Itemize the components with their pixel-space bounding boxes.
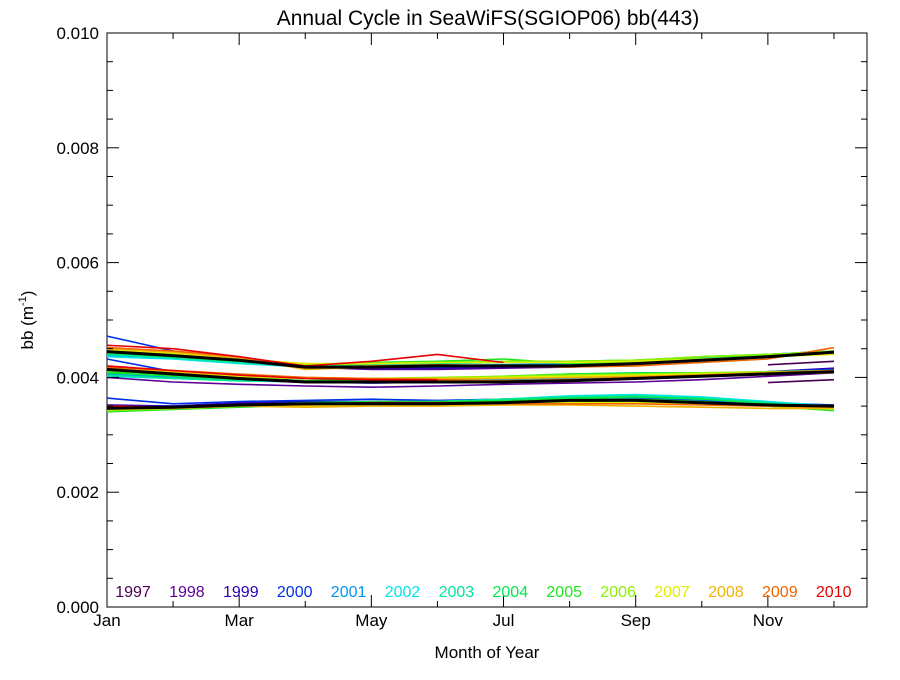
x-tick-label: Jan (93, 611, 120, 630)
legend: 1997 1998 1999 2000 2001 2002 2003 2004 2005 2006… (115, 584, 851, 601)
y-axis-label-superscript: -1 (17, 296, 29, 306)
y-tick-label: 0.008 (56, 139, 99, 158)
legend-entry-2004: 2004 (493, 584, 529, 601)
series-line-1997-band-1 (767, 378, 835, 384)
legend-entry-2009: 2009 (762, 584, 798, 601)
y-axis: 0.000 0.002 0.004 0.006 0.008 0.010 (56, 24, 867, 617)
y-axis-label-close: ) (18, 291, 37, 297)
x-tick-label: Mar (225, 611, 255, 630)
y-axis-label: bb (m-1) (17, 291, 37, 350)
legend-entry-2008: 2008 (708, 584, 744, 601)
legend-entry-2002: 2002 (385, 584, 421, 601)
series-line-mean-band-1 (106, 367, 835, 384)
series-line-mean-band-3 (106, 398, 835, 410)
y-tick-label: 0.010 (56, 24, 99, 43)
x-axis: Jan Mar May Jul Sep Nov (93, 33, 835, 630)
chart-title: Annual Cycle in SeaWiFS(SGIOP06) bb(443) (277, 7, 700, 30)
series-line-1997-band-2 (767, 360, 835, 366)
series-line-1998-band-1 (106, 372, 835, 389)
series-line-mean-band-2 (106, 350, 835, 369)
legend-entry-1997: 1997 (115, 584, 151, 601)
legend-entry-2010: 2010 (816, 584, 852, 601)
legend-entry-1998: 1998 (169, 584, 205, 601)
y-tick-label: 0.000 (56, 598, 99, 617)
x-tick-label: Sep (621, 611, 651, 630)
x-tick-label: Jul (493, 611, 515, 630)
legend-entry-2001: 2001 (331, 584, 367, 601)
y-axis-label-main: bb (m (18, 306, 37, 349)
y-tick-label: 0.002 (56, 483, 99, 502)
mean-layer (106, 350, 835, 410)
x-tick-label: May (355, 611, 388, 630)
legend-entry-2003: 2003 (439, 584, 475, 601)
x-tick-label: Nov (753, 611, 784, 630)
series-line-2010-band-1 (106, 365, 438, 381)
legend-entry-2006: 2006 (600, 584, 636, 601)
y-tick-label: 0.004 (56, 368, 99, 387)
series-mean (106, 350, 835, 410)
x-axis-label: Month of Year (435, 643, 540, 662)
y-tick-label: 0.006 (56, 254, 99, 273)
legend-entry-2005: 2005 (546, 584, 582, 601)
series-layer (106, 335, 835, 413)
legend-entry-1999: 1999 (223, 584, 259, 601)
plot-frame (106, 32, 868, 608)
legend-entry-2007: 2007 (654, 584, 690, 601)
legend-entry-2000: 2000 (277, 584, 313, 601)
series-2000 (106, 335, 835, 406)
